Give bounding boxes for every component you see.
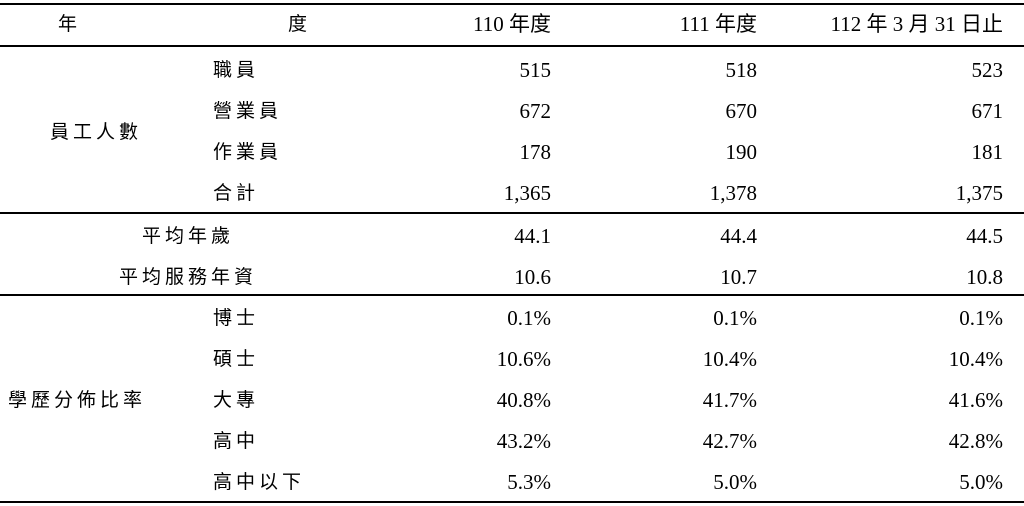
row-label: 高中以下: [213, 471, 306, 493]
rule: [0, 212, 1024, 214]
cell: 42.7%: [702, 429, 757, 453]
rule: [0, 501, 1024, 503]
cell: 1,375: [955, 181, 1003, 205]
cell: 178: [519, 140, 552, 164]
cell: 190: [725, 140, 758, 164]
cell: 10.4%: [948, 347, 1003, 371]
header-cell: 112 年 3 月 31 日止: [830, 12, 1003, 36]
header-cell: 110 年度: [473, 12, 551, 36]
header-cell: 111 年度: [679, 12, 757, 36]
cell: 1,378: [709, 181, 757, 205]
cell: 1,365: [503, 181, 551, 205]
cell: 44.4: [720, 224, 757, 248]
row-label: 高中: [213, 430, 260, 452]
row-label: 營業員: [213, 100, 283, 122]
cell: 10.6%: [496, 347, 551, 371]
cell: 670: [725, 99, 758, 123]
rule: [0, 294, 1024, 296]
cell: 0.1%: [507, 306, 551, 330]
cell: 518: [725, 58, 758, 82]
cell: 41.7%: [702, 388, 757, 412]
cell: 42.8%: [948, 429, 1003, 453]
cell: 672: [519, 99, 552, 123]
cell: 10.8: [966, 265, 1003, 289]
cell: 40.8%: [496, 388, 551, 412]
row-label: 博士: [213, 307, 260, 329]
row-label: 平均年歲: [141, 225, 234, 247]
rule: [0, 3, 1024, 5]
row-label: 合計: [213, 182, 260, 204]
cell: 43.2%: [496, 429, 551, 453]
cell: 0.1%: [959, 306, 1003, 330]
section-label: 員工人數: [50, 120, 143, 143]
cell: 5.0%: [959, 470, 1003, 494]
rule: [0, 45, 1024, 47]
cell: 0.1%: [713, 306, 757, 330]
row-label: 大專: [213, 389, 260, 411]
cell: 515: [519, 58, 552, 82]
header-cell: 度: [288, 13, 312, 35]
cell: 10.4%: [702, 347, 757, 371]
cell: 10.6: [514, 265, 551, 289]
cell: 5.3%: [507, 470, 551, 494]
row-label: 平均服務年資: [118, 266, 257, 288]
cell: 41.6%: [948, 388, 1003, 412]
cell: 181: [971, 140, 1004, 164]
cell: 671: [971, 99, 1004, 123]
cell: 523: [971, 58, 1004, 82]
row-label: 作業員: [213, 141, 283, 163]
header-cell: 年: [58, 13, 82, 35]
cell: 44.1: [514, 224, 551, 248]
row-label: 職員: [213, 59, 260, 81]
section-label: 學歷分佈比率: [8, 389, 147, 411]
cell: 10.7: [720, 265, 757, 289]
cell: 5.0%: [713, 470, 757, 494]
row-label: 碩士: [213, 348, 260, 370]
cell: 44.5: [966, 224, 1003, 248]
